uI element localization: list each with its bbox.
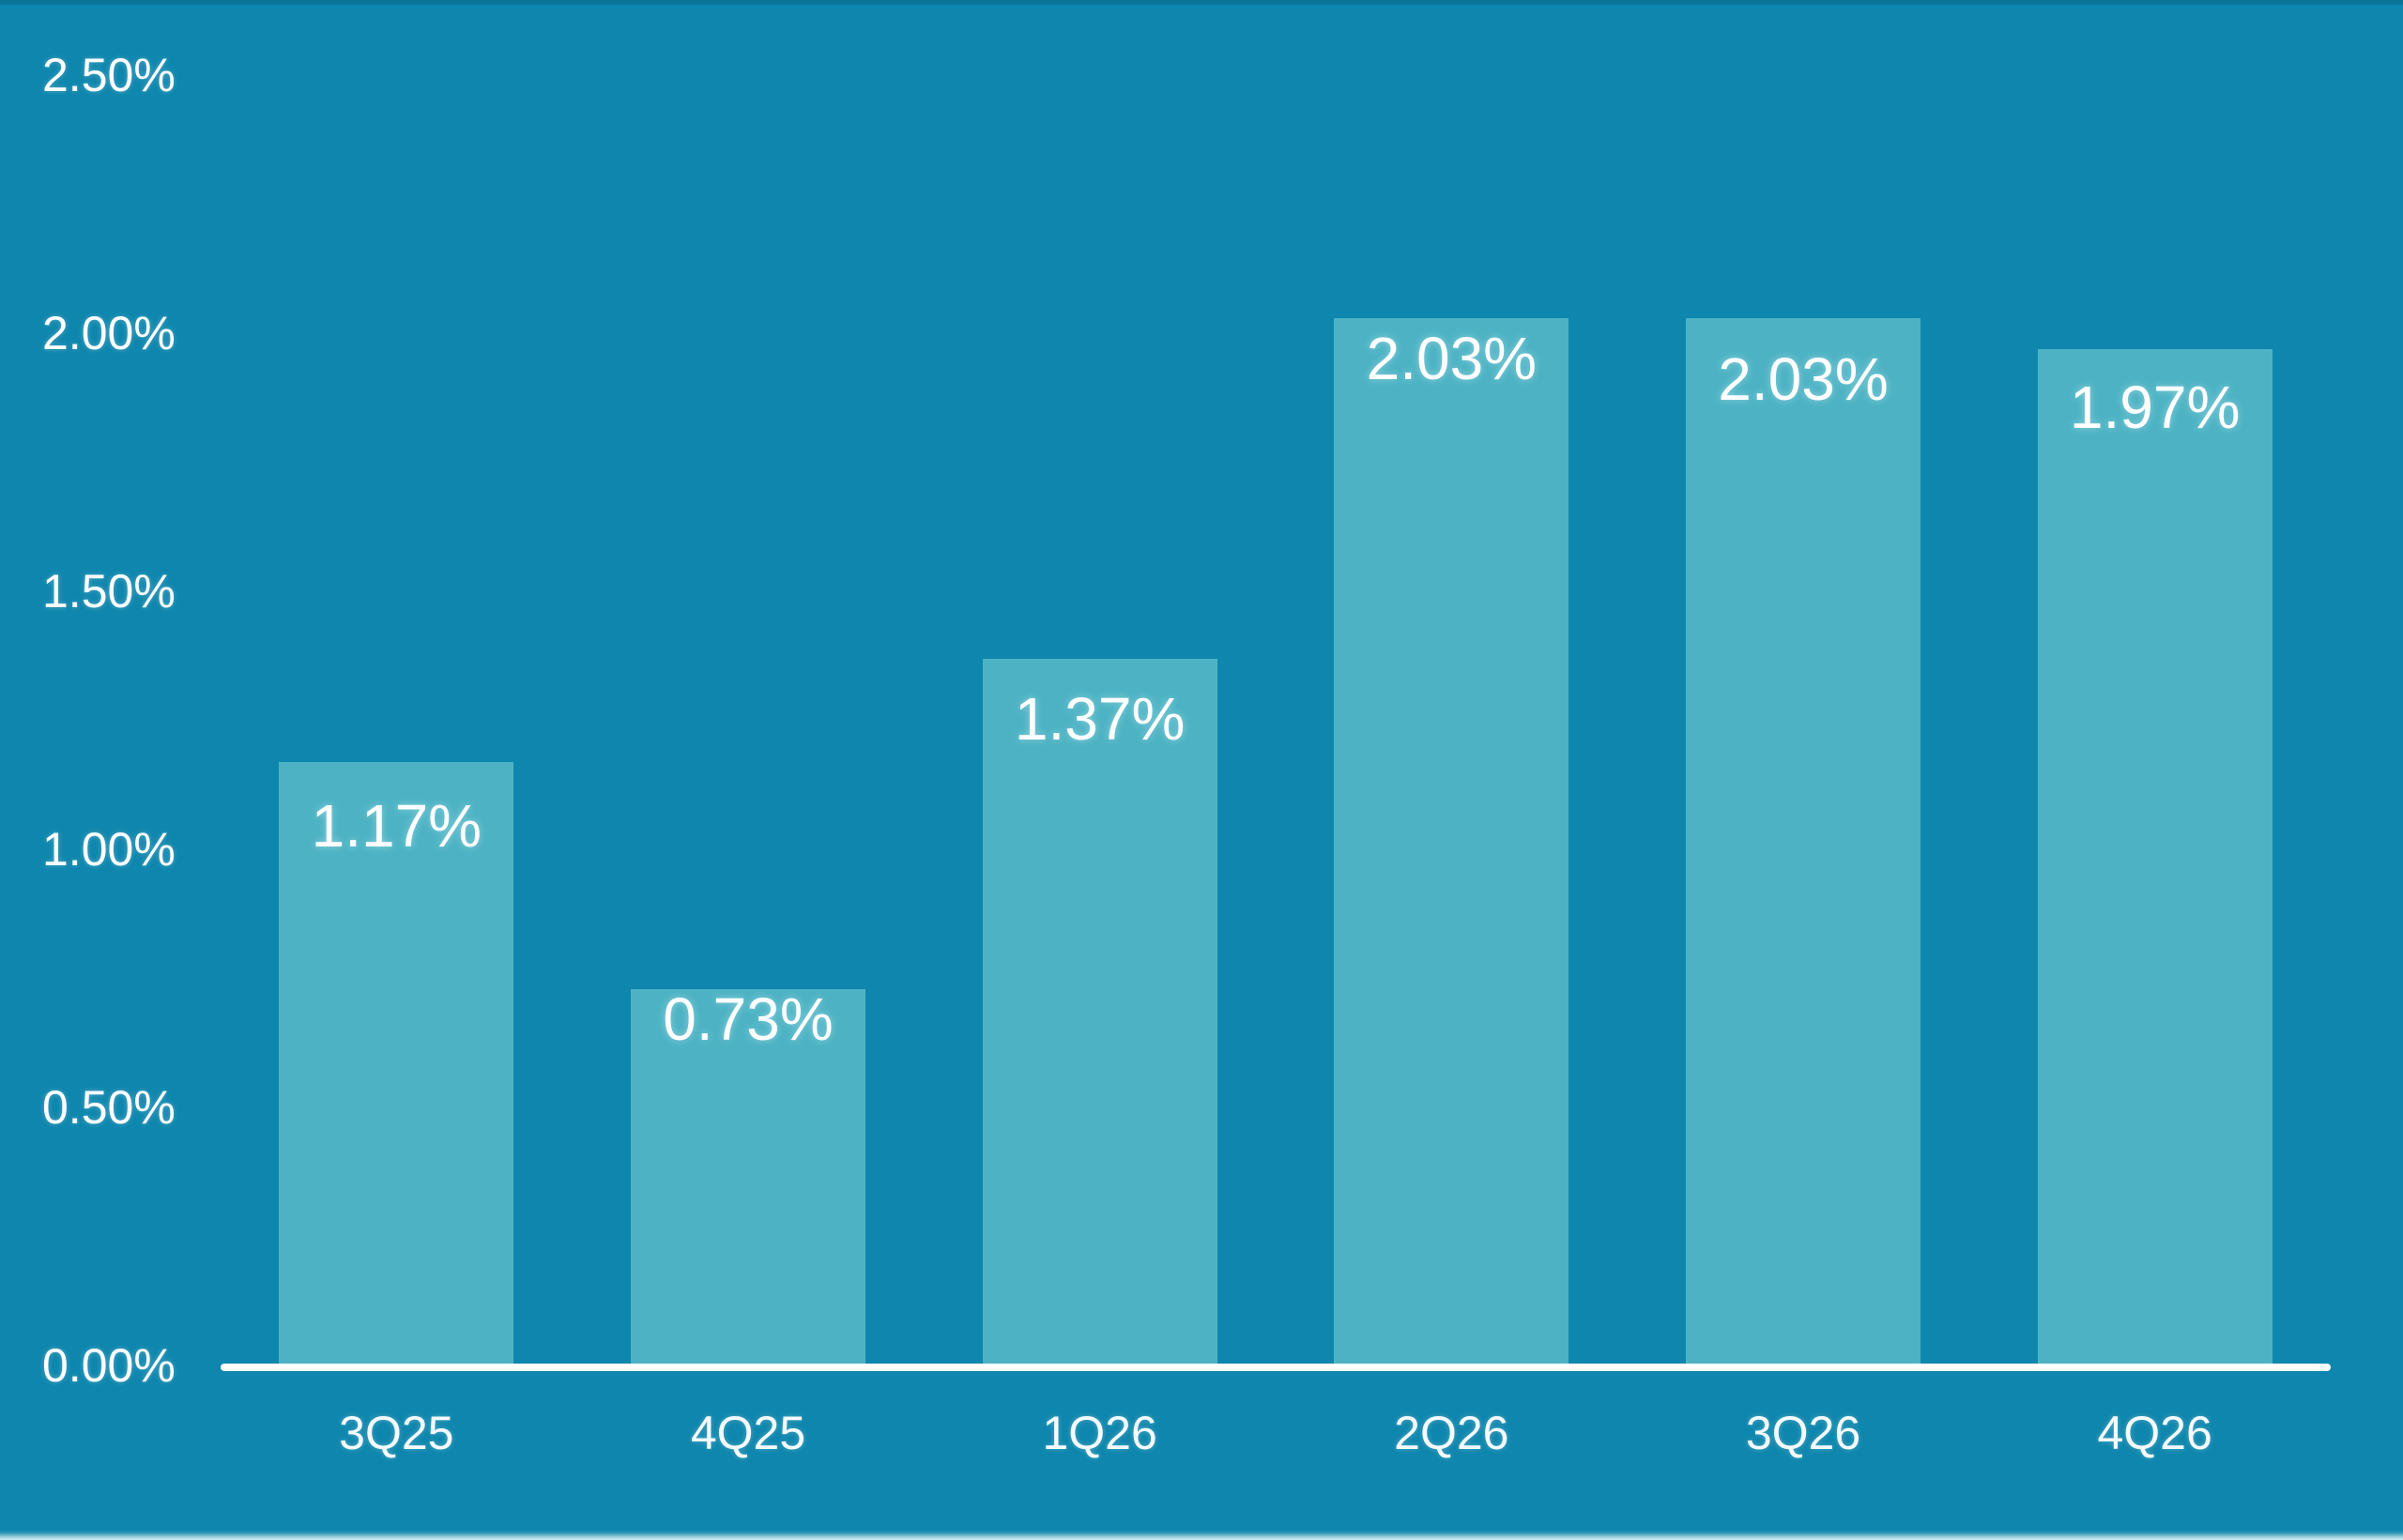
y-tick-label: 0.00% [42, 1339, 176, 1392]
bar-3Q25: 1.17% [279, 761, 514, 1371]
bottom-edge-strip [0, 1530, 2403, 1540]
x-tick-label-2Q26: 2Q26 [1394, 1407, 1509, 1459]
y-tick-label: 0.50% [42, 1081, 176, 1134]
bar-value-label: 2.03% [1718, 344, 1889, 413]
y-tick-label: 2.50% [42, 49, 176, 101]
bar-value-label: 2.03% [1366, 324, 1538, 392]
y-tick-label: 1.50% [42, 565, 176, 618]
x-tick-label-3Q26: 3Q26 [1745, 1407, 1861, 1459]
y-tick-label: 1.00% [42, 823, 176, 876]
bar-value-label: 1.37% [1014, 684, 1186, 753]
x-tick-label-3Q25: 3Q25 [339, 1407, 454, 1459]
x-tick-label-4Q26: 4Q26 [2097, 1407, 2212, 1459]
bar-2Q26: 2.03% [1334, 317, 1569, 1371]
x-tick-label-1Q26: 1Q26 [1042, 1407, 1157, 1459]
bar-value-label: 1.97% [2069, 373, 2241, 441]
bar-value-label: 0.73% [663, 984, 834, 1053]
x-axis-line [221, 1364, 2331, 1371]
y-tick-label: 2.00% [42, 307, 176, 359]
top-edge-shade [0, 0, 2403, 5]
bar-3Q26: 2.03% [1686, 317, 1921, 1371]
bar-1Q26: 1.37% [982, 658, 1217, 1371]
x-tick-label-4Q25: 4Q25 [690, 1407, 806, 1459]
bar-value-label: 1.17% [311, 791, 482, 860]
bar-4Q25: 0.73% [631, 984, 865, 1371]
bar-4Q26: 1.97% [2037, 348, 2273, 1371]
